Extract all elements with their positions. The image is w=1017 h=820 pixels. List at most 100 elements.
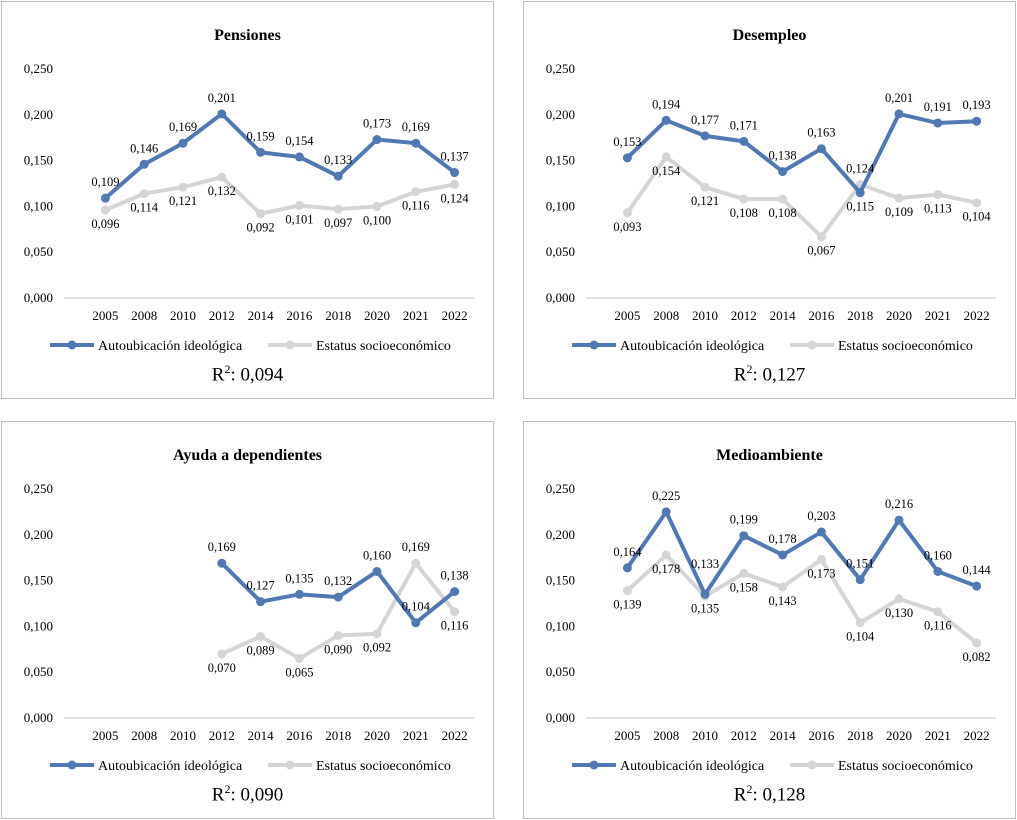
data-label-autoubicacion: 0,138 [769, 149, 797, 163]
legend-marker-autoubicacion [67, 760, 77, 770]
data-label-autoubicacion: 0,193 [963, 98, 991, 112]
x-tick-label: 2020 [886, 308, 912, 323]
data-label-estatus: 0,116 [441, 619, 469, 633]
data-label-estatus: 0,121 [691, 194, 719, 208]
point-autoubicacion [333, 592, 343, 602]
point-autoubicacion [661, 115, 671, 125]
x-tick-label: 2014 [248, 308, 275, 323]
data-label-autoubicacion: 0,178 [769, 532, 797, 546]
y-tick-label: 0,150 [546, 573, 575, 588]
point-autoubicacion [333, 171, 343, 181]
point-estatus [372, 201, 382, 211]
point-autoubicacion [100, 193, 110, 203]
r2-prefix: R [211, 364, 225, 386]
point-autoubicacion [700, 589, 710, 599]
point-autoubicacion [256, 597, 266, 607]
y-tick-label: 0,100 [546, 618, 575, 633]
data-label-autoubicacion: 0,171 [730, 118, 758, 132]
point-estatus [256, 631, 266, 641]
point-estatus [933, 607, 943, 617]
data-label-estatus: 0,067 [807, 244, 835, 258]
x-tick-label: 2021 [403, 728, 429, 743]
point-autoubicacion [855, 575, 865, 585]
y-tick-label: 0,150 [24, 153, 53, 168]
point-estatus [661, 550, 671, 560]
chart-svg: Pensiones 0,000 0,050 0,100 0,150 0,200 0,250 2… [24, 27, 474, 354]
x-tick-label: 2005 [614, 728, 640, 743]
y-tick-label: 0,150 [546, 153, 575, 168]
y-tick-label: 0,000 [24, 290, 53, 305]
r2-caption: R2: 0,128 [524, 782, 1015, 806]
data-label-estatus: 0,092 [363, 641, 391, 655]
data-label-autoubicacion: 0,153 [613, 135, 641, 149]
data-label-estatus: 0,158 [730, 580, 758, 594]
data-label-estatus: 0,173 [807, 567, 835, 581]
y-tick-label: 0,050 [546, 244, 575, 259]
x-tick-label: 2018 [325, 308, 351, 323]
data-label-estatus: 0,104 [963, 210, 992, 224]
x-tick-label: 2018 [847, 728, 873, 743]
data-label-autoubicacion: 0,163 [807, 126, 835, 140]
point-estatus [411, 187, 421, 197]
y-tick-label: 0,000 [546, 710, 575, 725]
legend-label-autoubicacion: Autoubicación ideológica [98, 339, 243, 354]
data-label-autoubicacion: 0,203 [807, 509, 835, 523]
r2-value: : 0,127 [752, 364, 806, 386]
point-autoubicacion [372, 135, 382, 145]
data-label-estatus: 0,130 [885, 606, 913, 620]
y-tick-label: 0,200 [24, 527, 53, 542]
x-tick-label: 2014 [770, 728, 797, 743]
data-label-estatus: 0,096 [91, 217, 119, 231]
series-line-estatus [625, 552, 979, 645]
data-label-estatus: 0,116 [924, 619, 952, 633]
y-tick-label: 0,200 [546, 527, 575, 542]
point-estatus [700, 182, 710, 192]
x-tick-label: 2005 [92, 308, 118, 323]
x-tick-label: 2016 [286, 728, 313, 743]
data-label-estatus: 0,116 [402, 199, 430, 213]
point-estatus [816, 555, 826, 565]
point-autoubicacion [972, 581, 982, 591]
legend-label-estatus: Estatus socioeconómico [838, 759, 973, 774]
legend-marker-estatus [807, 760, 817, 770]
point-estatus [178, 182, 188, 192]
y-tick-label: 0,000 [546, 290, 575, 305]
legend-label-autoubicacion: Autoubicación ideológica [620, 339, 765, 354]
point-estatus [333, 631, 343, 641]
legend-marker-estatus [807, 340, 817, 350]
x-tick-label: 2012 [731, 308, 757, 323]
data-label-estatus: 0,154 [652, 164, 681, 178]
point-autoubicacion [894, 515, 904, 525]
r2-superscript: 2 [224, 362, 231, 376]
point-autoubicacion [622, 153, 632, 163]
y-tick-label: 0,200 [546, 107, 575, 122]
x-tick-label: 2022 [964, 728, 990, 743]
point-autoubicacion [933, 566, 943, 576]
r2-superscript: 2 [224, 782, 231, 796]
r2-prefix: R [211, 784, 225, 806]
point-estatus [450, 607, 460, 617]
y-tick-label: 0,250 [24, 61, 53, 76]
legend-label-estatus: Estatus socioeconómico [838, 339, 973, 354]
series-line-autoubicacion [103, 111, 457, 201]
data-label-autoubicacion: 0,151 [846, 557, 874, 571]
x-tick-label: 2020 [886, 728, 912, 743]
point-estatus [372, 629, 382, 639]
point-autoubicacion [294, 152, 304, 162]
point-estatus [450, 179, 460, 189]
x-tick-label: 2022 [442, 308, 468, 323]
data-label-autoubicacion: 0,201 [885, 91, 913, 105]
point-autoubicacion [816, 144, 826, 154]
data-label-autoubicacion: 0,169 [402, 120, 430, 134]
data-label-autoubicacion: 0,159 [247, 129, 275, 143]
point-autoubicacion [661, 507, 671, 517]
point-estatus [739, 194, 749, 204]
chart-svg: Desempleo 0,000 0,050 0,100 0,150 0,200 0,250 2… [546, 27, 996, 354]
legend-label-estatus: Estatus socioeconómico [316, 339, 451, 354]
point-autoubicacion [739, 531, 749, 541]
x-tick-label: 2012 [209, 728, 235, 743]
x-tick-label: 2010 [692, 728, 718, 743]
r2-value: : 0,128 [752, 784, 806, 806]
data-label-autoubicacion: 0,160 [363, 548, 391, 562]
point-autoubicacion [894, 109, 904, 119]
